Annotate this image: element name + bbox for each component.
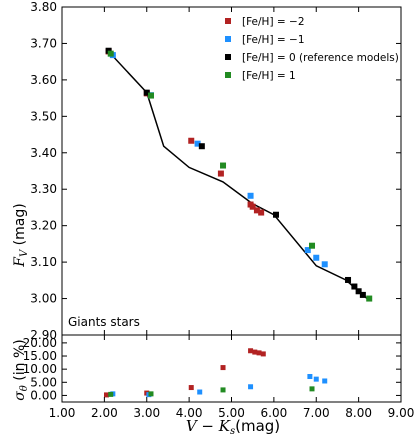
top-point-series-3 [220, 162, 227, 169]
sigma-point-series-0 [220, 365, 226, 371]
xtick-label: 8.00 [345, 406, 372, 420]
bottom-y-label-var: σ [12, 391, 28, 401]
top-ticks-group: 2.90 3.00 3.10 3.20 3.30 3.40 3.50 3.60 3.70 3.80 [30, 0, 401, 342]
top-point-series-1 [321, 261, 328, 268]
top-ytick-label: 2.90 [30, 328, 57, 342]
top-ytick-label: 3.10 [30, 255, 57, 269]
top-point-series-0 [188, 137, 195, 144]
top-ytick-label: 3.20 [30, 219, 57, 233]
top-point-series-2 [143, 89, 150, 96]
bottom-y-label-unit: (in %) [12, 339, 28, 380]
top-y-label-sub: V [19, 248, 30, 257]
sigma-point-series-1 [248, 384, 254, 390]
xtick-label: 7.00 [303, 406, 330, 420]
x-label-sub: s [230, 426, 235, 437]
top-ytick-label: 3.60 [30, 73, 57, 87]
bottom-ytick-label: 15.00 [23, 349, 57, 363]
xtick-label: 4.00 [176, 406, 203, 420]
top-ytick-label: 3.80 [30, 0, 57, 14]
legend-marker [225, 72, 231, 78]
top-point-series-2 [345, 276, 352, 283]
xtick-label: 2.00 [91, 406, 118, 420]
top-point-series-2 [272, 211, 279, 218]
top-point-series-0 [217, 170, 224, 177]
legend: [Fe/H] = −2 [Fe/H] = −1 [Fe/H] = 0 (refere… [225, 16, 399, 82]
bottom-ytick-label: 5.00 [30, 375, 57, 389]
top-point-series-1 [194, 140, 201, 147]
top-point-series-2 [198, 143, 205, 150]
sigma-point-series-3 [108, 391, 114, 397]
sigma-point-series-0 [103, 392, 109, 398]
bottom-y-axis-label: σθ (in %) [12, 339, 30, 401]
legend-label: [Fe/H] = −1 [242, 34, 305, 46]
top-point-series-3 [366, 295, 373, 302]
fit-line-group [108, 50, 368, 300]
legend-label: [Fe/H] = −2 [242, 16, 305, 28]
top-point-series-1 [313, 254, 320, 261]
top-point-series-3 [107, 50, 114, 57]
sigma-point-series-3 [309, 386, 315, 392]
top-point-series-1 [304, 247, 311, 254]
top-point-series-1 [247, 192, 254, 199]
top-point-series-2 [351, 283, 358, 290]
top-point-series-0 [258, 209, 265, 216]
xtick-label: 6.00 [261, 406, 288, 420]
top-point-series-2 [355, 288, 362, 295]
top-point-series-3 [147, 92, 154, 99]
xtick-label: 3.00 [133, 406, 160, 420]
top-ytick-label: 3.30 [30, 182, 57, 196]
fit-line [108, 50, 368, 300]
top-points-group [105, 47, 373, 302]
giants-annotation: Giants stars [68, 315, 140, 329]
sigma-point-series-0 [256, 350, 262, 356]
sigma-point-series-1 [322, 378, 328, 384]
sigma-point-series-0 [248, 348, 254, 354]
top-point-series-0 [249, 203, 256, 210]
top-point-series-0 [253, 207, 260, 214]
xtick-label: 1.00 [49, 406, 76, 420]
top-ytick-label: 3.40 [30, 146, 57, 160]
bottom-ytick-label: 20.00 [23, 336, 57, 350]
sigma-point-series-0 [252, 349, 258, 355]
top-y-label-unit: (mag) [12, 203, 28, 245]
x-axis-label: V − Ks(mag) [186, 417, 280, 437]
top-y-axis-label: FV (mag) [12, 203, 30, 267]
top-point-series-2 [359, 291, 366, 298]
legend-label: [Fe/H] = 0 (reference models) [242, 52, 399, 64]
sigma-point-series-3 [148, 391, 154, 397]
sigma-point-series-3 [220, 387, 226, 393]
bottom-ytick-label: 10.00 [23, 362, 57, 376]
x-label-unit: (mag) [235, 417, 280, 435]
top-panel: 2.90 3.00 3.10 3.20 3.30 3.40 3.50 3.60 3.70 3.80… [12, 0, 402, 342]
sigma-point-series-1 [197, 389, 203, 395]
top-point-series-3 [309, 242, 316, 249]
sigma-point-series-1 [307, 374, 313, 380]
legend-marker [225, 36, 231, 42]
legend-marker [225, 54, 231, 60]
bottom-panel-frame [61, 334, 402, 403]
top-y-label-var: F [12, 256, 28, 268]
sigma-point-series-0 [260, 351, 266, 357]
top-ytick-label: 3.00 [30, 292, 57, 306]
x-label-var: V − K [186, 417, 231, 435]
bottom-points-group [103, 348, 328, 398]
bottom-ytick-label: 0.00 [30, 388, 57, 402]
sigma-point-series-0 [188, 385, 194, 391]
top-ytick-label: 3.50 [30, 109, 57, 123]
legend-marker [225, 18, 231, 24]
top-ytick-label: 3.70 [30, 36, 57, 50]
bottom-y-label-sub: θ [19, 385, 30, 391]
legend-label: [Fe/H] = 1 [242, 70, 296, 82]
xtick-label: 5.00 [218, 406, 245, 420]
sigma-point-series-1 [313, 376, 319, 382]
xtick-label: 9.00 [388, 406, 414, 420]
